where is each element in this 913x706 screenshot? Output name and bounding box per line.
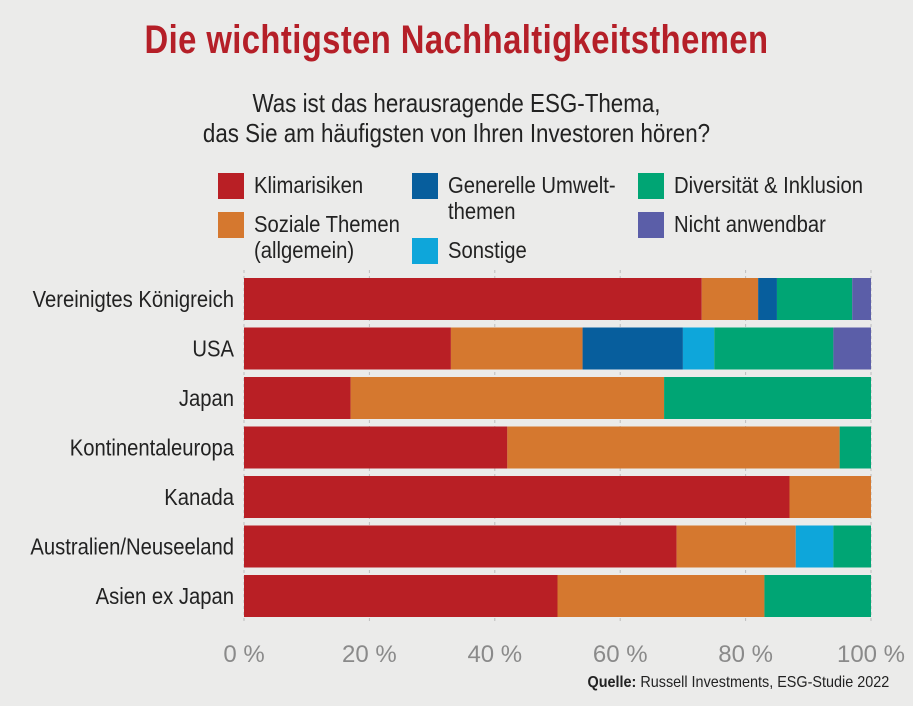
- bar-segment: [244, 426, 508, 469]
- bar-segment: [582, 327, 683, 370]
- legend-item-klimarisiken: Klimarisiken: [218, 172, 378, 199]
- legend-item-sonstige: Sonstige: [412, 237, 538, 264]
- bar-segment: [676, 525, 796, 568]
- chart-subtitle-line-1: Was ist das herausragende ESG-Thema,: [252, 88, 661, 118]
- bar-segment: [557, 575, 765, 617]
- legend-swatch: [638, 212, 664, 238]
- category-label: Australien/Neuseeland: [30, 533, 234, 560]
- bar-segment: [714, 327, 834, 370]
- legend-swatch: [218, 212, 244, 238]
- bar-segment: [507, 426, 840, 469]
- bar-segment: [350, 377, 665, 419]
- legend-label: Diversität & Inklusion: [674, 172, 863, 198]
- category-label: Kontinentaleuropa: [70, 434, 235, 461]
- source-label: Quelle:: [587, 674, 637, 691]
- bar-segment: [764, 575, 871, 617]
- x-tick-label: 20 %: [342, 641, 397, 668]
- x-tick-label: 40 %: [467, 641, 522, 668]
- bar-segment: [789, 476, 871, 518]
- legend-swatch: [412, 238, 438, 264]
- bar-segment: [244, 525, 677, 568]
- legend-swatch: [412, 173, 438, 199]
- x-tick-label: 0 %: [223, 641, 264, 668]
- bar-segment: [795, 525, 834, 568]
- category-label: USA: [192, 335, 234, 362]
- legend-item-nicht-anwendbar: Nicht anwendbar: [638, 211, 847, 238]
- bar-segment: [833, 525, 871, 568]
- bar-segment: [833, 327, 871, 370]
- category-label: Vereinigtes Königreich: [33, 286, 234, 313]
- source-text: Russell Investments, ESG-Studie 2022: [640, 674, 889, 691]
- legend-item-soziale-themen: Soziale Themen (allgemein): [218, 211, 420, 263]
- x-tick-label: 80 %: [718, 641, 773, 668]
- bar-segment: [839, 426, 871, 469]
- bar-segment: [758, 278, 777, 320]
- source-note: Quelle: Russell Investments, ESG-Studie …: [587, 674, 889, 692]
- legend-item-generelle-umweltthemen: Generelle Umwelt- themen: [412, 172, 638, 224]
- category-label: Japan: [179, 385, 234, 412]
- legend-swatch: [638, 173, 664, 199]
- bar-segment: [244, 476, 790, 518]
- x-tick-label: 100 %: [837, 641, 905, 668]
- bar-segment: [450, 327, 583, 370]
- legend-label: Generelle Umwelt- themen: [448, 172, 616, 224]
- legend-label: Sonstige: [448, 237, 527, 263]
- category-label: Asien ex Japan: [96, 583, 234, 610]
- bar-segment: [244, 575, 558, 617]
- bar-segment: [664, 377, 871, 419]
- bar-segment: [701, 278, 759, 320]
- legend-item-diversitaet-inklusion: Diversität & Inklusion: [638, 172, 889, 199]
- legend-label: Klimarisiken: [254, 172, 364, 198]
- chart-subtitle-line-2: das Sie am häufigsten von Ihren Investor…: [202, 118, 711, 148]
- bar-segment: [244, 377, 351, 419]
- legend-label: Nicht anwendbar: [674, 211, 826, 237]
- bar-segment: [776, 278, 853, 320]
- bar-segment: [682, 327, 715, 370]
- legend-swatch: [218, 173, 244, 199]
- category-label: Kanada: [164, 484, 235, 511]
- bar-segment: [852, 278, 871, 320]
- chart-title: Die wichtigsten Nachhaltigkeitsthemen: [144, 18, 769, 62]
- x-tick-label: 60 %: [593, 641, 648, 668]
- legend-label: Soziale Themen (allgemein): [254, 211, 400, 263]
- bar-segment: [244, 278, 702, 320]
- bar-segment: [244, 327, 451, 370]
